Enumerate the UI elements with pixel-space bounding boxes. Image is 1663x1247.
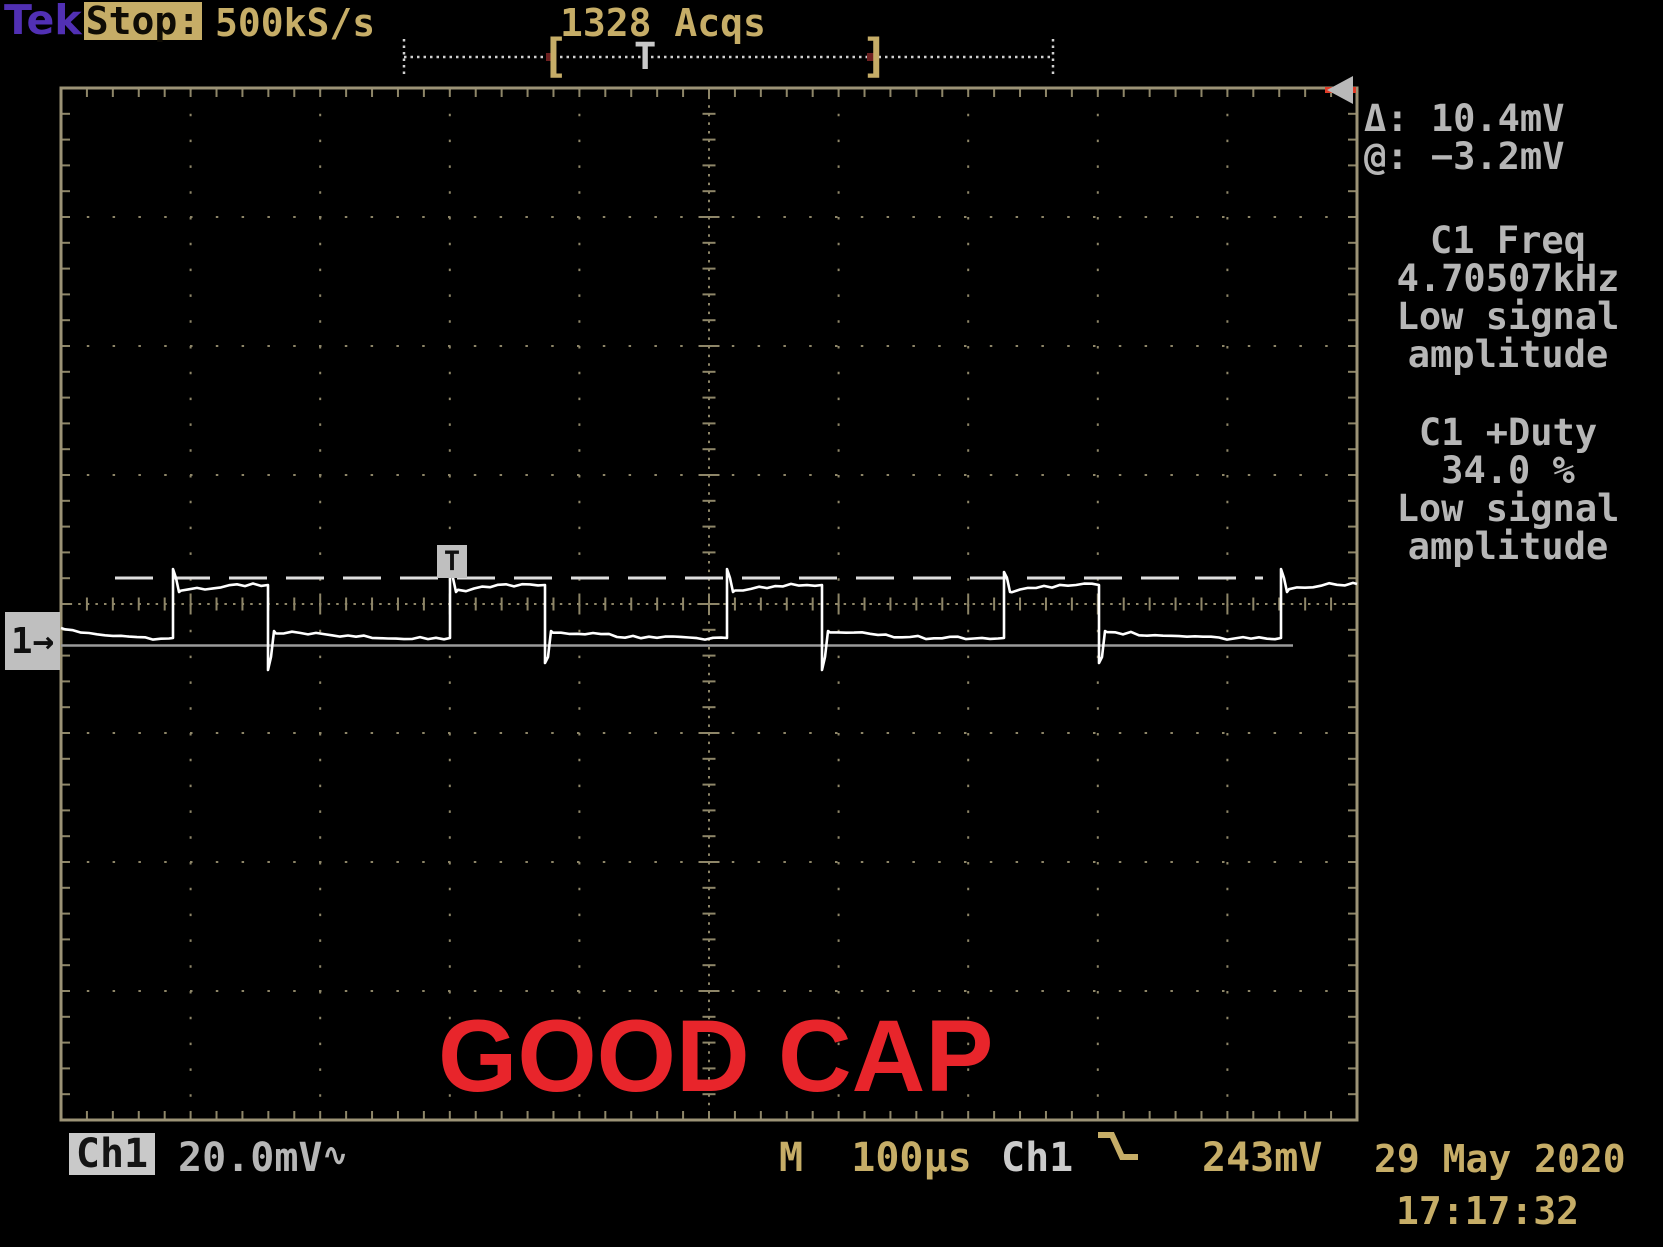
channel1-badge: Ch1 <box>69 1133 155 1175</box>
sample-rate: 500kS/s <box>215 1 376 45</box>
trigger-source: Ch1 <box>1001 1135 1074 1181</box>
meas1-warning-line1: Low signal <box>1396 295 1620 338</box>
meas1-value: 4.70507kHz <box>1396 257 1620 300</box>
record-bracket-right-icon: ] <box>861 29 889 83</box>
cursor-at-readout: @: −3.2mV <box>1364 135 1565 178</box>
tek-logo: Tek <box>4 0 82 44</box>
record-trigger-position-icon: T <box>634 35 657 78</box>
acquisition-state-badge: Stop: <box>84 0 202 43</box>
record-bracket-left-icon: [ <box>541 29 569 83</box>
meas2-warning-line1: Low signal <box>1396 487 1620 530</box>
date-readout: 29 May 2020 <box>1374 1137 1626 1181</box>
trigger-point-marker: T <box>437 545 467 578</box>
acquisition-count: 1328 Acqs <box>560 1 766 45</box>
channel1-scale: 20.0mV∿ <box>178 1135 348 1181</box>
cursor-delta-readout: Δ: 10.4mV <box>1364 97 1565 140</box>
time-readout: 17:17:32 <box>1396 1189 1580 1233</box>
meas1-title: C1 Freq <box>1430 219 1586 262</box>
falling-edge-trigger-icon <box>1098 1132 1138 1160</box>
meas2-warning-line2: amplitude <box>1407 525 1609 568</box>
meas1-warning-line2: amplitude <box>1407 333 1609 376</box>
meas2-title: C1 +Duty <box>1418 411 1598 454</box>
channel1-position-marker: 1→ <box>5 612 60 670</box>
timebase-readout: M 100µs <box>779 1135 972 1181</box>
annotation-text: GOOD CAP <box>438 999 994 1113</box>
trigger-level-readout: 243mV <box>1202 1135 1323 1181</box>
coupling-symbol-icon: ∿ <box>322 1138 348 1173</box>
meas2-value: 34.0 % <box>1441 449 1575 492</box>
